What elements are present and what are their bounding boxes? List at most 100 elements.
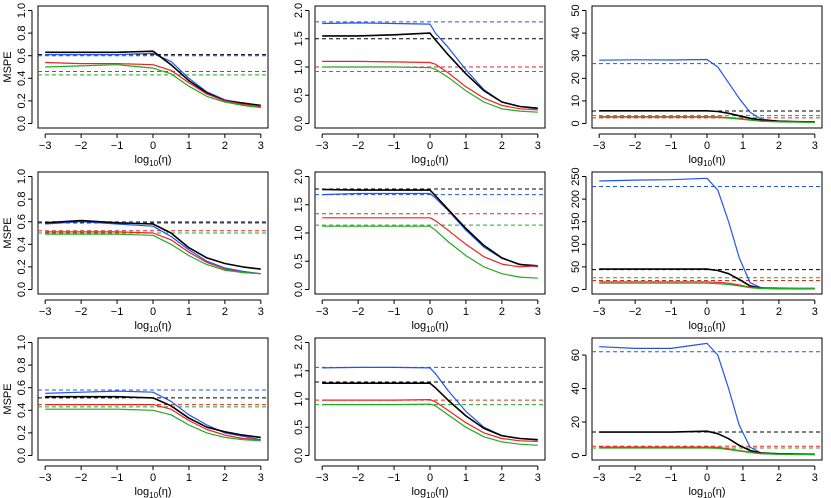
chart-svg: 0 10 20 30 40 50 −3 −2 −1 0 1 2 3 log10(η) [570,4,823,166]
x-tick-label: −3 [593,306,606,318]
x-tick-label: 2 [499,306,505,318]
x-tick-label: 2 [776,472,782,484]
series-line-green [45,233,261,275]
series-line-black [599,268,815,290]
x-tick-label: −1 [111,306,124,318]
x-tick-label: −3 [39,306,52,318]
y-tick-label: 0.6 [16,48,28,63]
x-tick-label: −2 [75,306,88,318]
y-tick-label: 1.5 [293,363,305,378]
x-tick-label: 0 [704,140,710,152]
x-tick-label: 3 [812,306,818,318]
x-tick-label: −2 [629,472,642,484]
panel-5: 0.0 0.5 1.0 1.5 2.0 −3 −2 −1 0 1 2 3 log10(η) [277,166,554,332]
series-line-blue [322,192,538,268]
y-tick-label: 0.6 [16,214,28,229]
y-tick-label: 1.5 [293,31,305,46]
x-tick-label: 2 [222,140,228,152]
y-tick-label: 0.4 [16,403,28,418]
y-tick-label: 1.0 [293,59,305,74]
x-tick-label: −2 [629,306,642,318]
series-line-blue [45,390,261,441]
series-line-blue [45,221,261,275]
y-tick-label: 0.4 [16,237,28,252]
y-tick-label: 100 [570,235,582,253]
series-line-green [599,282,815,290]
y-tick-label: 0.5 [293,254,305,269]
chart-svg: 0.0 0.5 1.0 1.5 2.0 −3 −2 −1 0 1 2 3 log10(η) [293,3,546,166]
series-line-black [45,395,261,439]
x-tick-label: −1 [665,472,678,484]
y-tick-label: 0.0 [16,282,28,297]
panel-3: 0 10 20 30 40 50 −3 −2 −1 0 1 2 3 log10(η) [554,0,831,166]
x-tick-label: 1 [740,140,746,152]
y-tick-label: 0.8 [16,25,28,40]
x-tick-label: −1 [388,472,401,484]
x-axis-label: log10(η) [134,320,171,332]
series-line-green [599,116,815,123]
x-tick-label: 0 [150,306,156,318]
x-tick-label: 2 [222,472,228,484]
plot-frame [591,171,823,295]
x-tick-label: 3 [258,472,264,484]
x-tick-label: 1 [740,472,746,484]
y-tick-label: 0.8 [16,357,28,372]
y-tick-label: 40 [570,382,582,394]
series-line-green [45,64,261,109]
panel-2: 0.0 0.5 1.0 1.5 2.0 −3 −2 −1 0 1 2 3 log10(η) [277,0,554,166]
series-line-green [322,225,538,279]
x-tick-label: −2 [75,140,88,152]
y-tick-label: 1.0 [16,3,28,18]
plot-frame [314,171,546,295]
y-tick-label: 10 [570,95,582,107]
x-tick-label: −1 [665,140,678,152]
y-tick-label: 1.0 [16,169,28,184]
y-tick-label: 0.8 [16,191,28,206]
x-axis-label: log10(η) [411,320,448,332]
chart-svg: 0.0 0.5 1.0 1.5 2.0 −3 −2 −1 0 1 2 3 log10(η) [293,169,546,332]
panel-4: 0.0 0.2 0.4 0.6 0.8 1.0 −3 −2 −1 0 1 2 3 log10(η) MSPE [0,166,277,332]
x-tick-label: −3 [39,472,52,484]
y-tick-label: 60 [570,349,582,361]
y-tick-label: 2.0 [293,3,305,18]
y-tick-label: 50 [570,261,582,273]
series-line-green [322,66,538,113]
series-line-black [322,188,538,267]
x-axis-label: log10(η) [688,154,725,166]
series-line-red [45,231,261,275]
y-tick-label: 1.0 [293,391,305,406]
x-tick-label: 1 [186,306,192,318]
plot-frame [37,5,269,129]
y-tick-label: 0.0 [16,448,28,463]
x-tick-label: 0 [427,472,433,484]
series-line-red [322,217,538,268]
y-tick-label: 20 [570,416,582,428]
y-tick-label: 0.2 [16,93,28,108]
chart-svg: 0.0 0.2 0.4 0.6 0.8 1.0 −3 −2 −1 0 1 2 3 log10(η) MSPE [2,335,269,498]
series-line-black [45,50,261,107]
y-tick-label: 2.0 [293,335,305,350]
y-tick-label: 0.0 [293,116,305,131]
y-tick-label: 2.0 [293,169,305,184]
y-tick-label: 0 [570,286,582,292]
series-line-red [322,60,538,111]
x-tick-label: 1 [463,306,469,318]
y-tick-label: 0.0 [293,448,305,463]
series-line-blue [45,52,261,108]
x-tick-label: −2 [352,472,365,484]
y-tick-label: 0.0 [293,282,305,297]
y-tick-label: 200 [570,190,582,208]
x-tick-label: 3 [258,140,264,152]
panel-9: 0 20 40 60 −3 −2 −1 0 1 2 3 log10(η) [554,332,831,498]
y-tick-label: 20 [570,72,582,84]
plot-frame [591,337,823,461]
x-tick-label: −2 [352,140,365,152]
x-tick-label: 2 [499,472,505,484]
y-tick-label: 0.5 [293,88,305,103]
plot-frame [37,337,269,461]
x-tick-label: −1 [665,306,678,318]
x-tick-label: 0 [427,140,433,152]
x-axis-label: log10(η) [411,486,448,498]
series-line-black [45,219,261,270]
y-tick-label: 1.5 [293,197,305,212]
